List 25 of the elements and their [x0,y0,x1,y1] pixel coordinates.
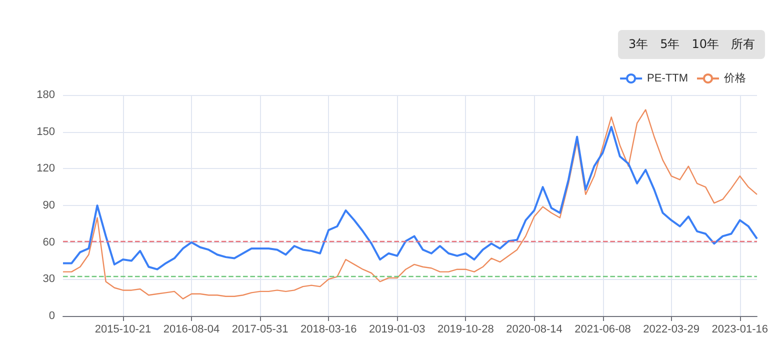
range-button[interactable]: 3年 [622,34,654,55]
line-series [62,109,758,300]
x-tick-label: 2018-03-16 [300,324,357,336]
y-tick-label: 30 [42,273,55,286]
x-tick-label: 2023-01-16 [712,324,768,336]
legend-label: 价格 [723,72,746,84]
y-tick-label: 180 [36,89,55,101]
legend-label: PE-TTM [647,72,688,84]
range-button[interactable]: 所有 [725,34,761,55]
x-tick-label: 2019-01-03 [369,324,426,336]
x-tick-label: 2015-10-21 [94,324,152,336]
x-tick-label: 2017-05-31 [232,324,288,336]
x-tick-label: 2016-08-04 [163,324,220,336]
x-tick-label: 2022-03-29 [643,324,700,336]
y-tick-label: 150 [36,126,55,138]
x-tick-label: 2020-08-14 [506,324,562,336]
x-tick-label: 2019-10-28 [438,324,494,336]
line-series [62,126,758,270]
y-tick-label: 0 [48,310,55,322]
y-tick-label: 90 [42,200,55,212]
y-tick-label: 60 [42,236,55,248]
x-tick-label: 2021-06-08 [574,324,631,336]
range-button[interactable]: 10年 [686,34,725,55]
y-tick-label: 120 [36,162,55,175]
range-button[interactable]: 5年 [654,34,686,55]
